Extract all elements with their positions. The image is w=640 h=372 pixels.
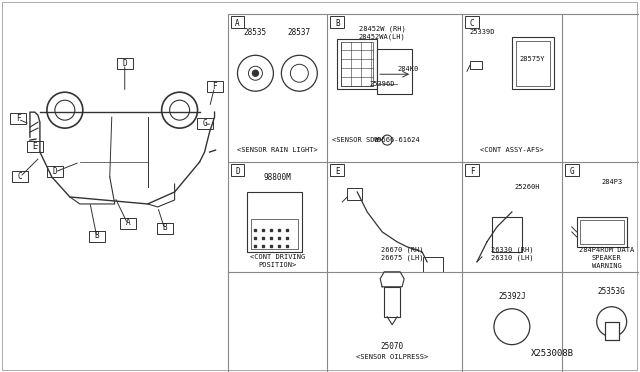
Text: <CONT DRIVING: <CONT DRIVING [250, 254, 305, 260]
Text: D: D [52, 167, 57, 176]
Bar [227, 15, 640, 372]
Bar [348, 188, 362, 200]
Text: <SENSOR SDW>: <SENSOR SDW> [332, 137, 383, 143]
Bar [196, 118, 212, 129]
Text: E: E [335, 167, 340, 176]
Bar [605, 322, 619, 340]
Text: C: C [18, 171, 22, 180]
Text: 09566-61624: 09566-61624 [374, 137, 420, 143]
Bar [27, 141, 43, 152]
Bar [252, 219, 298, 249]
Text: B: B [163, 224, 167, 232]
Circle shape [252, 70, 259, 76]
Text: 284P4ROM DATA: 284P4ROM DATA [579, 247, 634, 253]
Text: <SENSOR RAIN LIGHT>: <SENSOR RAIN LIGHT> [237, 147, 318, 153]
Text: 26330 (RH): 26330 (RH) [491, 247, 533, 253]
Bar [577, 217, 627, 247]
Bar [89, 231, 105, 242]
Text: WARNING: WARNING [592, 263, 621, 269]
Text: 284K0: 284K0 [397, 66, 419, 72]
Bar [564, 164, 579, 176]
Bar [47, 166, 63, 177]
Bar [10, 113, 26, 124]
Bar [230, 16, 244, 28]
Text: <SENSOR OILPRESS>: <SENSOR OILPRESS> [356, 354, 428, 360]
Bar [492, 217, 522, 252]
Text: F: F [212, 82, 217, 91]
Text: 25396D: 25396D [369, 81, 395, 87]
Text: B: B [95, 231, 99, 240]
Bar [337, 39, 377, 89]
Bar [512, 37, 554, 89]
Text: 25070: 25070 [381, 342, 404, 351]
Text: F: F [15, 114, 20, 123]
Bar [120, 218, 136, 229]
Bar [465, 16, 479, 28]
Text: A: A [235, 19, 240, 28]
Text: 25392J: 25392J [498, 292, 526, 301]
Text: D: D [235, 167, 240, 176]
Text: 25260H: 25260H [514, 184, 540, 190]
Text: F: F [470, 167, 474, 176]
Text: 98800M: 98800M [264, 173, 291, 182]
Text: <CONT ASSY-AFS>: <CONT ASSY-AFS> [480, 147, 544, 153]
Bar [207, 81, 223, 92]
Bar [230, 164, 244, 176]
Bar [384, 287, 400, 317]
Text: X253008B: X253008B [531, 349, 573, 358]
Text: C: C [470, 19, 474, 28]
Bar [341, 42, 373, 86]
Text: POSITION>: POSITION> [259, 262, 296, 268]
Text: 26310 (LH): 26310 (LH) [491, 254, 533, 261]
Text: 28575Y: 28575Y [519, 56, 545, 62]
Bar [12, 171, 28, 182]
Bar [470, 61, 482, 69]
Bar [330, 164, 344, 176]
Text: G: G [570, 167, 574, 176]
Text: B: B [335, 19, 340, 28]
Bar [580, 220, 623, 244]
Bar [423, 257, 443, 272]
Bar [377, 49, 412, 94]
Text: G: G [202, 119, 207, 128]
Bar [248, 192, 302, 252]
Text: 28452WA(LH): 28452WA(LH) [359, 33, 406, 39]
Text: 26670 (RH): 26670 (RH) [381, 247, 424, 253]
Bar [330, 16, 344, 28]
Text: 25353G: 25353G [598, 287, 625, 296]
Bar [516, 41, 550, 86]
Text: E: E [33, 142, 37, 151]
Text: 25339D: 25339D [469, 29, 495, 35]
Bar [157, 223, 173, 234]
Text: 28535: 28535 [244, 28, 267, 37]
Text: 28537: 28537 [288, 28, 311, 37]
Text: 26675 (LH): 26675 (LH) [381, 254, 424, 261]
Text: SPEAKER: SPEAKER [592, 255, 621, 261]
Text: 28452W (RH): 28452W (RH) [359, 25, 406, 32]
Text: D: D [122, 59, 127, 68]
Bar [605, 322, 619, 340]
Text: 284P3: 284P3 [601, 179, 622, 185]
Text: A: A [125, 218, 130, 227]
Bar [116, 58, 132, 69]
Bar [465, 164, 479, 176]
